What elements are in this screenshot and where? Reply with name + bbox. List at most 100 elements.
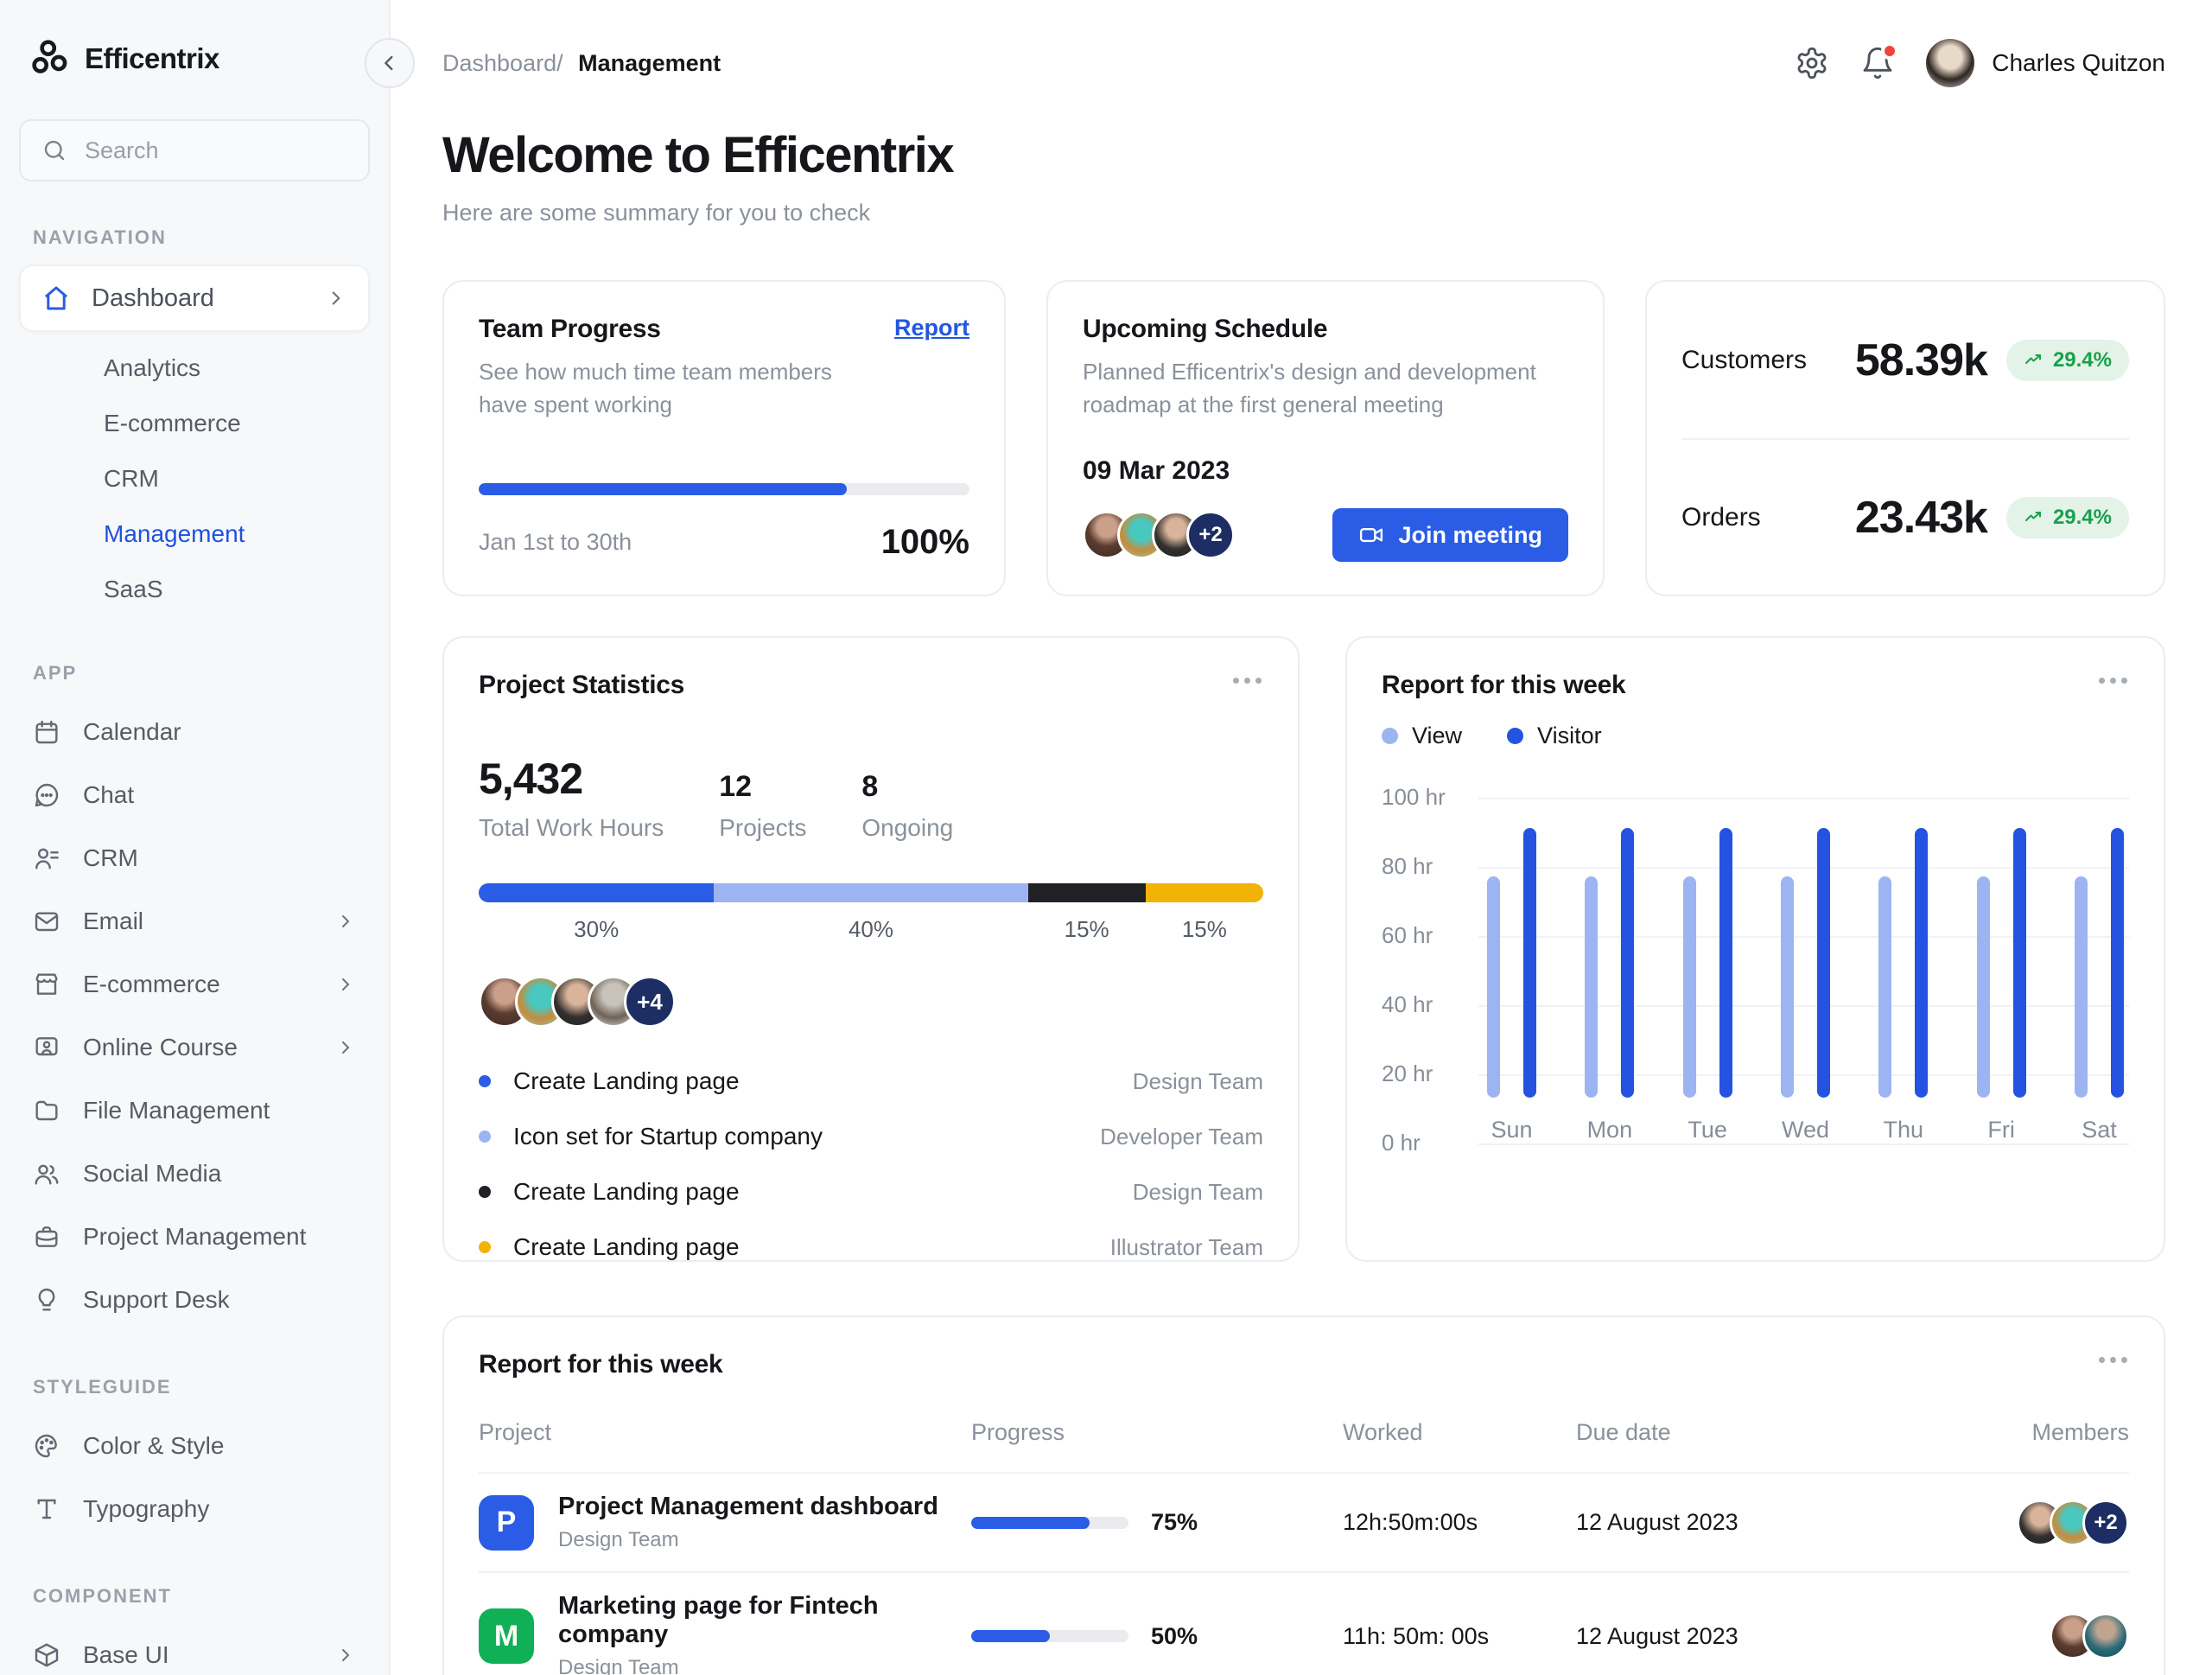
search-box[interactable] bbox=[19, 119, 370, 182]
task-item[interactable]: Icon set for Startup company Developer T… bbox=[479, 1109, 1263, 1164]
sidebar-item-base-ui[interactable]: Base UI bbox=[19, 1623, 370, 1675]
x-axis-label: Sun bbox=[1491, 1117, 1533, 1143]
weekly-report-chart-card: Report for this week View Visitor 100 hr… bbox=[1345, 636, 2165, 1262]
sidebar-item-file-management[interactable]: File Management bbox=[19, 1079, 370, 1142]
view-bar bbox=[1976, 876, 1990, 1098]
ellipsis-menu-button[interactable] bbox=[2097, 671, 2129, 691]
visitor-bar bbox=[1621, 828, 1635, 1098]
visitor-bar bbox=[2012, 828, 2026, 1098]
sidebar-item-ecommerce[interactable]: E-commerce bbox=[19, 952, 370, 1016]
search-input[interactable] bbox=[85, 137, 347, 164]
bar-group-sat: Sat bbox=[2074, 798, 2124, 1143]
card-description: Planned Efficentrix's design and develop… bbox=[1083, 359, 1536, 417]
card-description: See how much time team members have spen… bbox=[479, 359, 832, 417]
settings-gear-button[interactable] bbox=[1795, 46, 1829, 80]
x-axis-label: Fri bbox=[1987, 1117, 2015, 1143]
notification-dot bbox=[1881, 42, 1899, 60]
sidebar-collapse-button[interactable] bbox=[365, 38, 415, 88]
notifications-bell-button[interactable] bbox=[1860, 42, 1899, 80]
kpi-orders: Orders 23.43k 29.4% bbox=[1681, 438, 2129, 595]
task-item[interactable]: Create Landing page Illustrator Team bbox=[479, 1220, 1263, 1275]
more-members-badge: +2 bbox=[1186, 511, 1235, 559]
due-date: 12 August 2023 bbox=[1576, 1622, 1738, 1649]
table-row[interactable]: M Marketing page for Fintech company Des… bbox=[479, 1573, 2129, 1675]
sidebar-item-typography[interactable]: Typography bbox=[19, 1477, 370, 1540]
page-subtitle: Here are some summary for you to check bbox=[442, 200, 871, 226]
user-name: Charles Quitzon bbox=[1992, 49, 2165, 76]
sidebar-item-online-course[interactable]: Online Course bbox=[19, 1016, 370, 1079]
task-item[interactable]: Create Landing page Design Team bbox=[479, 1164, 1263, 1220]
more-members-badge: +2 bbox=[2082, 1499, 2129, 1546]
sidebar-item-calendar[interactable]: Calendar bbox=[19, 700, 370, 763]
gridline bbox=[1478, 936, 2129, 938]
table-row[interactable]: P Project Management dashboard Design Te… bbox=[479, 1474, 2129, 1573]
team-progress-fill bbox=[479, 483, 847, 495]
y-axis-tick: 60 hr bbox=[1382, 922, 1433, 948]
type-icon bbox=[33, 1495, 60, 1523]
legend-dot bbox=[1382, 728, 1398, 744]
summary-cards-row: Team Progress Report See how much time t… bbox=[442, 280, 2165, 596]
task-item[interactable]: Create Landing page Design Team bbox=[479, 1054, 1263, 1109]
sidebar-item-chat[interactable]: Chat bbox=[19, 763, 370, 826]
sidebar-item-management[interactable]: Management bbox=[104, 520, 245, 547]
join-meeting-button[interactable]: Join meeting bbox=[1332, 508, 1568, 562]
sidebar-item-support-desk[interactable]: Support Desk bbox=[19, 1268, 370, 1331]
folder-icon bbox=[33, 1097, 60, 1124]
visitor-bar bbox=[1915, 828, 1929, 1098]
kpi-card: Customers 58.39k 29.4% Orders 23.43k 29.… bbox=[1645, 280, 2165, 596]
chevron-right-icon bbox=[325, 287, 347, 309]
card-title: Project Statistics bbox=[479, 671, 685, 699]
sidebar-item-analytics[interactable]: Analytics bbox=[104, 354, 201, 381]
breadcrumb-parent[interactable]: Dashboard/ bbox=[442, 49, 563, 76]
chevron-right-icon bbox=[335, 1037, 356, 1058]
home-icon bbox=[41, 283, 71, 313]
team-avatars: +4 bbox=[479, 976, 1263, 1028]
kpi-change-badge: 29.4% bbox=[2005, 339, 2129, 381]
gridline bbox=[1478, 1143, 2129, 1145]
segment-developer bbox=[714, 883, 1028, 902]
user-menu[interactable]: Charles Quitzon bbox=[1926, 39, 2165, 87]
ongoing-stat: 8 Ongoing bbox=[861, 770, 954, 841]
sidebar-item-color-style[interactable]: Color & Style bbox=[19, 1414, 370, 1477]
kpi-value: 58.39k bbox=[1854, 334, 1988, 385]
y-axis-tick: 80 hr bbox=[1382, 853, 1433, 879]
kpi-change-badge: 29.4% bbox=[2005, 496, 2129, 538]
storefront-icon bbox=[33, 971, 60, 998]
project-icon: M bbox=[479, 1608, 534, 1664]
task-color-dot bbox=[479, 1186, 491, 1198]
envelope-icon bbox=[33, 908, 60, 935]
lightbulb-icon bbox=[33, 1286, 60, 1314]
chevron-right-icon bbox=[335, 974, 356, 995]
sidebar-item-social-media[interactable]: Social Media bbox=[19, 1142, 370, 1205]
due-date: 12 August 2023 bbox=[1576, 1509, 1738, 1535]
breadcrumb-current: Management bbox=[578, 49, 721, 76]
trending-up-icon bbox=[2024, 350, 2044, 371]
visitor-bar bbox=[2110, 828, 2124, 1098]
sidebar-item-project-management[interactable]: Project Management bbox=[19, 1205, 370, 1268]
row-progress-bar bbox=[971, 1516, 1128, 1529]
visitor-bar bbox=[1816, 828, 1830, 1098]
user-list-icon bbox=[33, 844, 60, 872]
sidebar-item-crm[interactable]: CRM bbox=[19, 826, 370, 889]
sidebar-item-email[interactable]: Email bbox=[19, 889, 370, 952]
sidebar-item-ecommerce-dash[interactable]: E-commerce bbox=[104, 410, 241, 436]
ellipsis-menu-button[interactable] bbox=[2097, 1350, 2129, 1370]
nav-section-label: NAVIGATION bbox=[33, 226, 167, 248]
upcoming-schedule-card: Upcoming Schedule Planned Efficentrix's … bbox=[1046, 280, 1605, 596]
report-link[interactable]: Report bbox=[894, 315, 969, 341]
x-axis-label: Thu bbox=[1883, 1117, 1924, 1143]
legend-visitor: Visitor bbox=[1507, 723, 1602, 749]
avatar bbox=[2082, 1613, 2129, 1659]
ellipsis-menu-button[interactable] bbox=[1231, 671, 1263, 691]
bar-chart: 100 hr 80 hr 60 hr 40 hr 20 hr 0 hr Sun Mon Tue W… bbox=[1382, 784, 2129, 1227]
sidebar-item-crm-dash[interactable]: CRM bbox=[104, 465, 159, 492]
sidebar-item-saas[interactable]: SaaS bbox=[104, 576, 163, 602]
app-section-label: APP bbox=[33, 662, 78, 684]
sidebar-item-dashboard[interactable]: Dashboard bbox=[19, 264, 370, 332]
page-title: Welcome to Efficentrix bbox=[442, 127, 955, 183]
brand: Efficentrix bbox=[19, 36, 370, 81]
briefcase-icon bbox=[33, 1223, 60, 1251]
task-color-dot bbox=[479, 1130, 491, 1143]
task-color-dot bbox=[479, 1075, 491, 1087]
brand-name: Efficentrix bbox=[85, 42, 219, 74]
